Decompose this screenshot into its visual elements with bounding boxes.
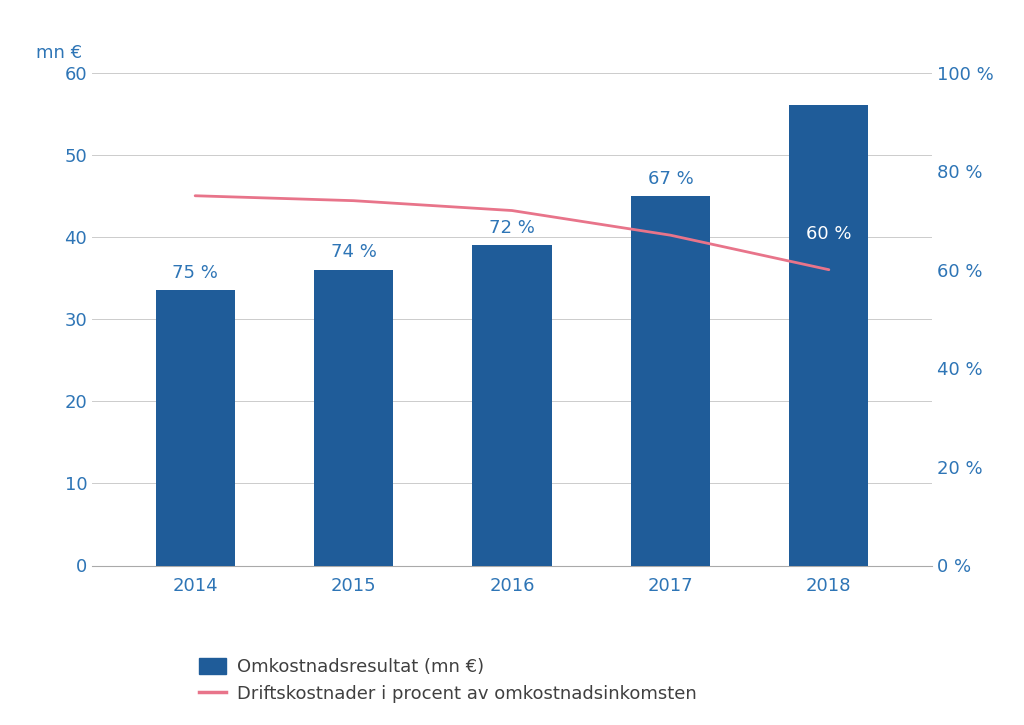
- Text: 72 %: 72 %: [489, 219, 535, 237]
- Text: 75 %: 75 %: [172, 264, 218, 282]
- Legend: Omkostnadsresultat (mn €), Driftskostnader i procent av omkostnadsinkomsten: Omkostnadsresultat (mn €), Driftskostnad…: [194, 652, 701, 709]
- Bar: [631, 196, 710, 566]
- Bar: [156, 290, 234, 566]
- Text: 60 %: 60 %: [806, 225, 852, 243]
- Text: mn €: mn €: [36, 44, 82, 62]
- Text: 74 %: 74 %: [331, 244, 377, 262]
- Text: 67 %: 67 %: [647, 170, 693, 188]
- Bar: [790, 105, 868, 566]
- Bar: [472, 245, 552, 566]
- Bar: [314, 270, 393, 566]
